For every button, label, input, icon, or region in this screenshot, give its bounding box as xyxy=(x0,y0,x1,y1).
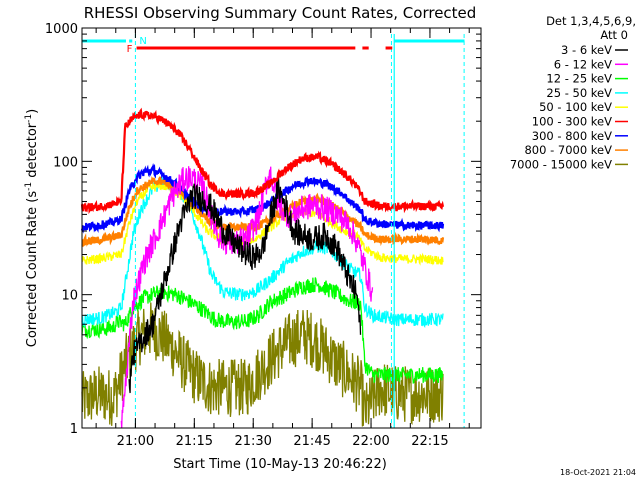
series-line-5 xyxy=(80,107,445,215)
night-flag-letter: N xyxy=(139,36,146,47)
footer-date: 18-Oct-2021 21:04 xyxy=(560,468,636,477)
y-axis-label-main-3: ) xyxy=(25,109,40,114)
series-line-3 xyxy=(81,176,444,328)
x-tick-label: 22:00 xyxy=(352,434,389,449)
legend-label: 6 - 12 keV xyxy=(554,57,612,71)
legend-label: 100 - 300 keV xyxy=(532,115,612,129)
observing-flags: NF xyxy=(82,34,465,428)
x-tick-label: 21:45 xyxy=(293,434,330,449)
legend-label: 3 - 6 keV xyxy=(561,43,612,57)
y-tick-label: 10 xyxy=(61,289,78,304)
series-line-1 xyxy=(120,166,374,429)
x-tick-label: 22:15 xyxy=(411,434,448,449)
series-line-7 xyxy=(81,175,445,248)
y-axis-label-main-1: Corrected Count Rate (s xyxy=(25,191,40,348)
series-line-2 xyxy=(81,277,444,384)
y-axis-label: Corrected Count Rate (s-1 detector-1) xyxy=(24,109,40,347)
y-tick-label: 100 xyxy=(53,155,78,170)
x-tick-label: 21:15 xyxy=(176,434,213,449)
series-line-8 xyxy=(81,302,444,427)
y-tick-label: 1000 xyxy=(45,22,78,37)
series-line-0 xyxy=(128,176,362,394)
legend-label: 800 - 7000 keV xyxy=(524,143,612,157)
legend-header-detectors: Det 1,3,4,5,6,9, xyxy=(546,14,636,28)
legend-header-attenuator: Att 0 xyxy=(600,28,628,42)
x-tick-label: 21:30 xyxy=(234,434,271,449)
y-axis-label-main-2: detector xyxy=(25,122,40,182)
flare-flag-letter: F xyxy=(127,44,133,55)
plot-frame xyxy=(81,27,482,429)
x-axis-label: Start Time (10-May-13 20:46:22) xyxy=(173,457,387,472)
legend-label: 12 - 25 keV xyxy=(546,72,612,86)
legend-label: 300 - 800 keV xyxy=(532,129,612,143)
legend-label: 50 - 100 keV xyxy=(539,100,612,114)
series-line-4 xyxy=(81,181,444,266)
chart-title: RHESSI Observing Summary Count Rates, Co… xyxy=(84,4,477,22)
y-axis-label-exp-1: -1 xyxy=(24,182,34,191)
legend-label: 25 - 50 keV xyxy=(546,86,612,100)
legend-label: 7000 - 15000 keV xyxy=(510,157,612,171)
x-tick-label: 21:00 xyxy=(117,434,154,449)
y-axis-label-exp-2: -1 xyxy=(24,114,34,123)
y-tick-label: 1 xyxy=(70,422,78,437)
